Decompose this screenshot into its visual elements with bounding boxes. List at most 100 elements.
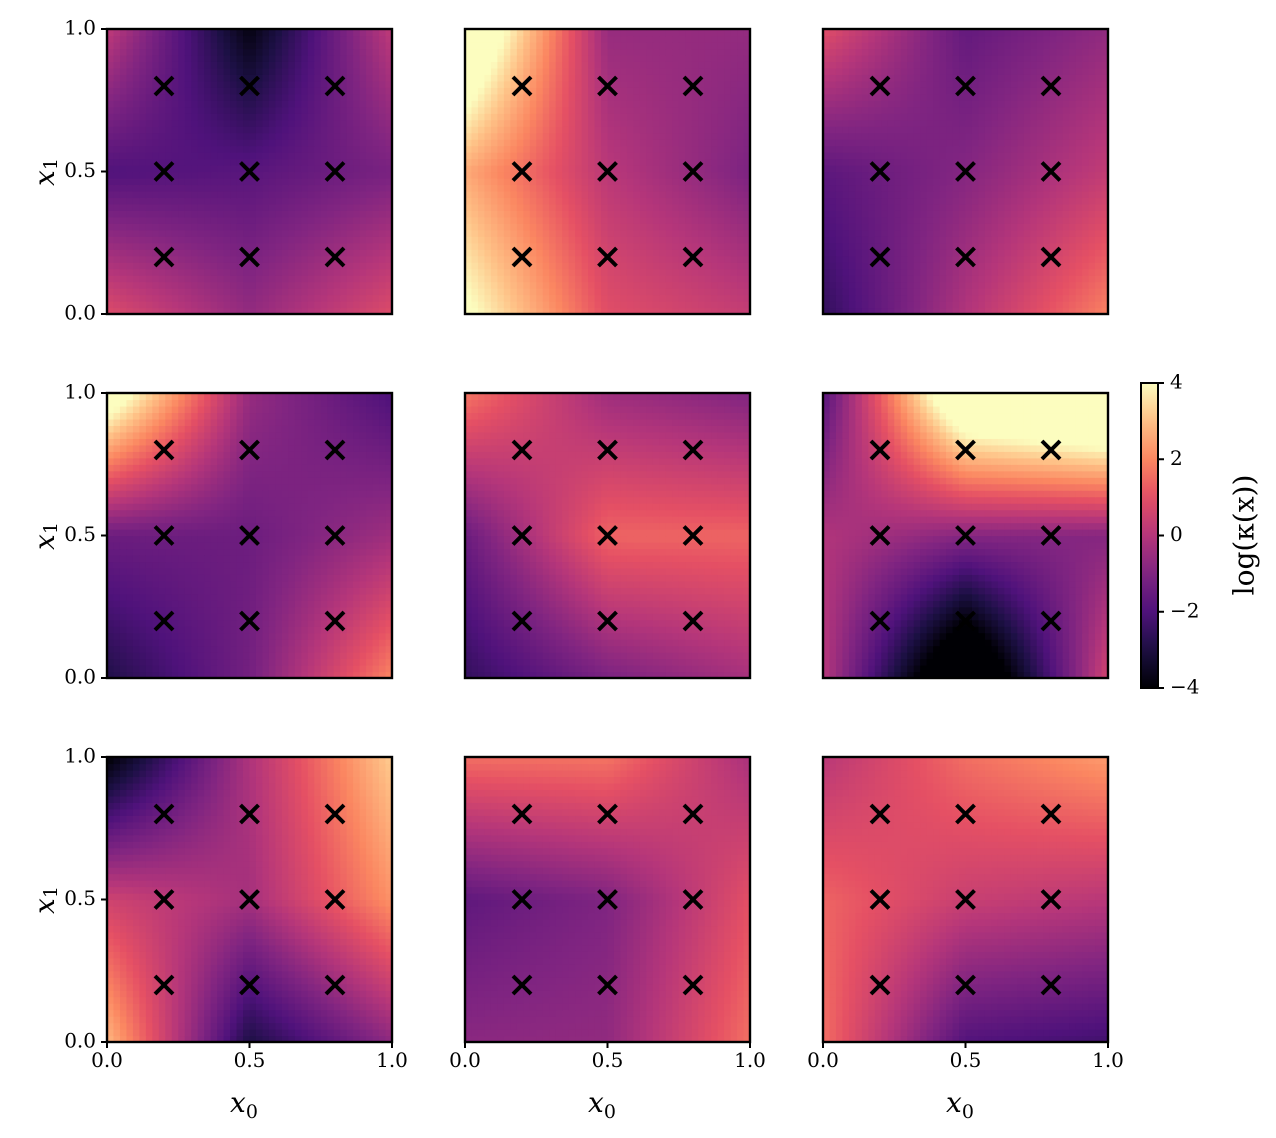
- heatmap-cell: [165, 126, 173, 134]
- heatmap-cell: [353, 294, 361, 302]
- heatmap-cell: [633, 236, 641, 244]
- heatmap-cell: [678, 158, 686, 166]
- heatmap-cell: [152, 145, 160, 153]
- heatmap-cell: [900, 158, 908, 166]
- heatmap-cell: [633, 113, 641, 121]
- heatmap-cell: [562, 152, 570, 160]
- heatmap-cell: [346, 177, 354, 186]
- heatmap-cell: [542, 190, 550, 199]
- heatmap-cell: [249, 262, 257, 270]
- heatmap-cell: [255, 307, 264, 315]
- heatmap-cell: [510, 288, 518, 296]
- heatmap-cell: [626, 61, 635, 69]
- heatmap-cell: [1017, 301, 1025, 309]
- heatmap-cell: [620, 100, 628, 108]
- heatmap-cell: [132, 158, 140, 166]
- heatmap-cell: [107, 281, 115, 289]
- heatmap-cell: [568, 301, 576, 309]
- heatmap-cell: [490, 158, 498, 166]
- heatmap-cell: [477, 223, 486, 231]
- heatmap-cell: [301, 74, 309, 82]
- heatmap-cell: [171, 275, 179, 283]
- heatmap-cell: [178, 145, 186, 153]
- heatmap-cell: [1017, 152, 1025, 160]
- heatmap-cell: [633, 177, 641, 186]
- heatmap-cell: [639, 301, 647, 309]
- heatmap-cell: [613, 113, 622, 121]
- heatmap-cell: [724, 203, 732, 211]
- heatmap-cell: [965, 242, 973, 250]
- heatmap-cell: [178, 29, 186, 37]
- heatmap-cell: [119, 61, 128, 69]
- heatmap-cell: [594, 223, 602, 231]
- heatmap-cell: [262, 203, 270, 211]
- heatmap-cell: [320, 119, 328, 127]
- heatmap-cell: [490, 255, 498, 263]
- heatmap-cell: [346, 87, 354, 95]
- heatmap-cell: [288, 262, 296, 270]
- heatmap-cell: [126, 171, 134, 179]
- heatmap-cell: [868, 184, 876, 192]
- heatmap-cell: [568, 74, 576, 82]
- heatmap-cell: [900, 262, 908, 270]
- heatmap-cell: [1088, 262, 1096, 270]
- heatmap-cell: [652, 158, 660, 166]
- heatmap-cell: [197, 288, 205, 296]
- heatmap-cell: [320, 152, 328, 160]
- heatmap-cell: [184, 80, 192, 88]
- heatmap-cell: [724, 61, 732, 69]
- heatmap-cell: [132, 35, 140, 43]
- heatmap-cell: [158, 294, 166, 302]
- heatmap-cell: [633, 223, 641, 231]
- heatmap-cell: [379, 100, 387, 108]
- heatmap-cell: [510, 87, 518, 95]
- heatmap-cell: [359, 281, 367, 289]
- heatmap-cell: [372, 223, 380, 231]
- heatmap-cell: [385, 216, 393, 224]
- heatmap-cell: [191, 35, 199, 43]
- heatmap-cell: [1082, 268, 1090, 276]
- heatmap-cell: [1075, 262, 1083, 270]
- heatmap-cell: [639, 29, 647, 37]
- heatmap-cell: [262, 126, 270, 134]
- heatmap-cell: [861, 255, 869, 263]
- heatmap-cell: [366, 216, 374, 224]
- heatmap-cell: [613, 229, 622, 237]
- heatmap-cell: [691, 100, 699, 108]
- heatmap-cell: [165, 61, 173, 69]
- heatmap-cell: [601, 93, 609, 101]
- heatmap-cell: [1069, 203, 1077, 211]
- heatmap-cell: [301, 87, 309, 95]
- heatmap-cell: [503, 307, 511, 315]
- heatmap-cell: [379, 203, 387, 211]
- heatmap-cell: [1030, 190, 1038, 199]
- heatmap-cell: [672, 281, 680, 289]
- heatmap-cell: [191, 223, 199, 231]
- heatmap-cell: [327, 301, 335, 309]
- heatmap-cell: [711, 294, 719, 302]
- heatmap-cell: [965, 184, 973, 192]
- heatmap-cell: [907, 184, 915, 192]
- heatmap-cell: [1062, 242, 1070, 250]
- heatmap-cell: [1036, 223, 1044, 231]
- heatmap-cell: [594, 165, 602, 173]
- heatmap-cell: [613, 61, 622, 69]
- heatmap-cell: [490, 126, 498, 134]
- heatmap-cell: [320, 307, 328, 315]
- heatmap-cell: [1010, 307, 1018, 315]
- heatmap-cell: [607, 301, 615, 309]
- heatmap-cell: [529, 210, 537, 218]
- heatmap-cell: [523, 54, 531, 62]
- heatmap-cell: [984, 190, 993, 199]
- heatmap-cell: [275, 301, 283, 309]
- heatmap-cell: [939, 171, 947, 179]
- heatmap-cell: [471, 255, 479, 263]
- heatmap-cell: [971, 288, 980, 296]
- heatmap-cell: [191, 242, 199, 250]
- heatmap-cell: [145, 132, 153, 140]
- heatmap-cell: [698, 29, 706, 37]
- heatmap-cell: [165, 152, 173, 160]
- heatmap-cell: [913, 210, 921, 218]
- heatmap-cell: [197, 100, 205, 108]
- heatmap-cell: [523, 184, 531, 192]
